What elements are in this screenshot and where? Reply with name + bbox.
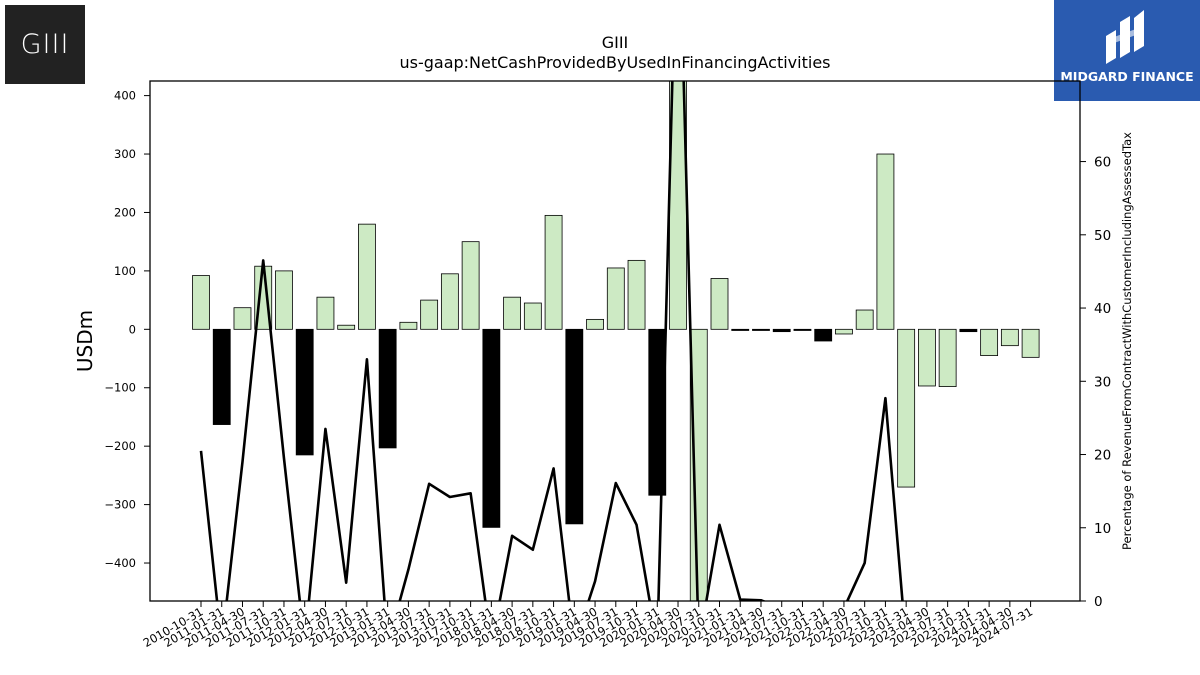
bar-2017-10-31 bbox=[461, 241, 480, 330]
bar-2012-10-31 bbox=[358, 223, 376, 330]
giii-logo-text: GIII bbox=[20, 29, 70, 60]
y-axis-right: 0 10 20 30 40 50 60 bbox=[1080, 155, 1111, 610]
y-tick-label-300: 300 bbox=[114, 147, 136, 161]
bar-2012-01-31 bbox=[295, 328, 314, 456]
bar-2011-04-30 bbox=[233, 307, 252, 330]
bar-2013-10-31 bbox=[440, 273, 459, 330]
bar-2022-01-31 bbox=[814, 328, 833, 342]
y2-tick-label-0: 0 bbox=[1094, 594, 1103, 610]
y-tick-label--300: −300 bbox=[104, 498, 136, 512]
bar-2011-10-31 bbox=[275, 270, 293, 330]
bar-2018-10-31 bbox=[544, 214, 563, 330]
revenue-percentage-line bbox=[199, 81, 904, 601]
bar-2020-04-30 bbox=[669, 81, 687, 330]
y-tick-label-100: 100 bbox=[114, 264, 136, 278]
y2-tick-label-60: 60 bbox=[1094, 155, 1111, 171]
y-tick-label-200: 200 bbox=[114, 205, 136, 219]
bar-2018-04-30 bbox=[503, 296, 522, 330]
y-axis-left: 400 300 200 100 0 −100 −200 −300 −400 bbox=[104, 89, 150, 570]
chart-title: GIII bbox=[602, 33, 629, 52]
bars-layer bbox=[192, 81, 1040, 601]
y-tick-label--200: −200 bbox=[104, 439, 136, 453]
y2-axis-label: Percentage of RevenueFromContractWithCus… bbox=[1120, 132, 1134, 550]
bar-2020-10-31 bbox=[710, 278, 729, 330]
y2-tick-label-20: 20 bbox=[1094, 448, 1111, 464]
midgard-finance-logo: MIDGARD FINANCE bbox=[1054, 0, 1200, 101]
y2-tick-label-10: 10 bbox=[1094, 521, 1111, 537]
y-tick-label-0: 0 bbox=[129, 322, 136, 336]
y2-tick-label-40: 40 bbox=[1094, 301, 1111, 317]
bar-2012-07-31 bbox=[337, 324, 356, 330]
chart-subtitle: us-gaap:NetCashProvidedByUsedInFinancing… bbox=[399, 53, 830, 72]
bar-2013-01-31 bbox=[378, 328, 397, 449]
bar-2023-04-30 bbox=[918, 328, 936, 387]
bar-2022-04-30 bbox=[835, 328, 853, 335]
bar-2018-01-31 bbox=[482, 328, 501, 528]
y-tick-label--400: −400 bbox=[104, 556, 136, 570]
bar-2019-04-30 bbox=[586, 318, 604, 330]
y2-tick-label-30: 30 bbox=[1094, 374, 1111, 390]
bar-2022-07-31 bbox=[855, 309, 874, 330]
bar-2022-10-31 bbox=[876, 153, 895, 330]
bar-2021-01-31 bbox=[731, 328, 750, 331]
bar-2013-04-30 bbox=[399, 321, 418, 330]
bar-2023-01-31 bbox=[897, 328, 916, 488]
bar-2011-01-31 bbox=[212, 328, 231, 425]
bar-2018-07-31 bbox=[523, 302, 542, 330]
bar-2024-01-31 bbox=[980, 328, 999, 356]
bar-2019-01-31 bbox=[565, 328, 584, 525]
y2-tick-label-50: 50 bbox=[1094, 228, 1111, 244]
bar-2019-10-31 bbox=[627, 259, 646, 330]
bar-2024-07-31 bbox=[1021, 328, 1040, 358]
bar-2023-07-31 bbox=[938, 328, 957, 387]
plot-frame bbox=[149, 80, 1081, 602]
bar-2021-07-31 bbox=[772, 328, 791, 333]
line-layer bbox=[199, 81, 904, 601]
bar-2024-04-30 bbox=[1000, 328, 1019, 347]
x-axis: 2010-10-312011-01-312011-04-302011-07-31… bbox=[141, 601, 1035, 650]
giii-logo: GIII bbox=[5, 5, 85, 84]
y-axis-label: USDm bbox=[73, 310, 97, 372]
bar-2023-10-31 bbox=[959, 328, 978, 333]
bar-2012-04-30 bbox=[316, 296, 335, 330]
y-tick-label-400: 400 bbox=[114, 89, 136, 103]
bar-2021-04-30 bbox=[752, 328, 770, 331]
bar-2019-07-31 bbox=[606, 267, 625, 330]
y-tick-label--100: −100 bbox=[104, 381, 136, 395]
midgard-finance-logo-text: MIDGARD FINANCE bbox=[1060, 69, 1194, 84]
midgard-finance-emblem-icon bbox=[1106, 10, 1144, 64]
bar-2010-10-31 bbox=[192, 275, 210, 330]
bar-2021-10-31 bbox=[793, 328, 812, 331]
bar-2013-07-31 bbox=[420, 299, 439, 330]
